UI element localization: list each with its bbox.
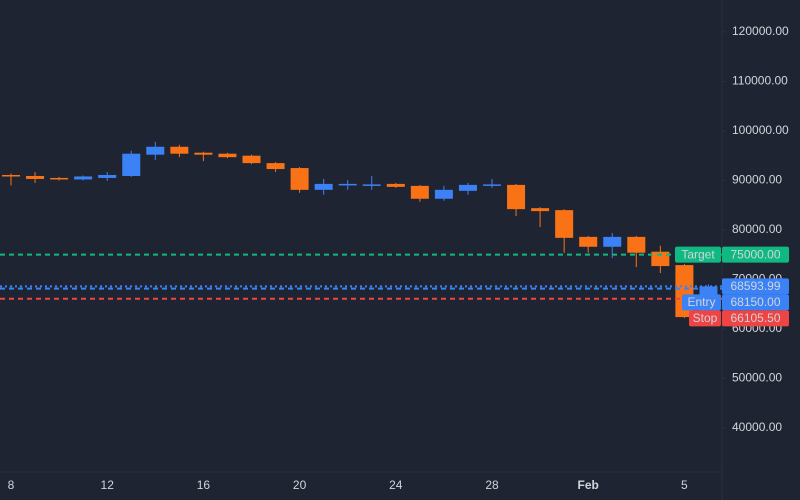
y-tick-label: 50000.00 (732, 371, 782, 385)
candle-body (458, 184, 477, 191)
candle-body (98, 174, 117, 178)
candle-body (314, 183, 333, 190)
x-tick-label: 8 (8, 478, 15, 492)
candle-body (122, 153, 141, 176)
level-name-label-box (682, 294, 721, 311)
level-name-label: Stop (693, 311, 718, 325)
candle-body (170, 146, 189, 154)
level-value-label-box (722, 246, 789, 263)
candle-body (50, 177, 69, 180)
level-name-label: Target (681, 247, 715, 261)
candle-body (26, 175, 45, 179)
candle-body (579, 236, 598, 247)
level-value-label-box (722, 310, 789, 327)
x-tick-label: 20 (293, 478, 307, 492)
x-tick-label: 16 (197, 478, 211, 492)
y-tick-label: 80000.00 (732, 222, 782, 236)
last-price-label-box (722, 278, 789, 295)
candle-body (266, 163, 285, 170)
level-name-label: Entry (687, 295, 715, 309)
level-name-label-box (675, 246, 721, 263)
y-tick-label: 110000.00 (732, 74, 788, 88)
candle-body (290, 168, 309, 190)
candle-body (651, 251, 670, 267)
candle-body (218, 153, 237, 158)
y-tick-label: 120000.00 (732, 24, 789, 38)
x-tick-label: 28 (485, 478, 499, 492)
candle-body (2, 174, 20, 177)
y-tick-label: 40000.00 (732, 420, 782, 434)
candle-body (242, 155, 261, 164)
candle-body (434, 189, 453, 199)
candle-body (362, 184, 381, 186)
candle-body (507, 184, 526, 210)
y-tick-label: 90000.00 (732, 173, 782, 187)
candle-body (627, 236, 646, 253)
candle-body (603, 236, 622, 247)
candle-body (555, 210, 574, 238)
last-price-label: 68593.99 (730, 279, 780, 293)
x-tick-label: 12 (101, 478, 115, 492)
x-tick-label: 24 (389, 478, 403, 492)
candle-body (410, 185, 429, 199)
level-name-label-box (689, 310, 721, 327)
candle-body (338, 183, 357, 186)
x-tick-label: 5 (681, 478, 688, 492)
level-value-label: 66105.50 (730, 311, 780, 325)
candle-body (386, 183, 405, 187)
candle-body (146, 146, 165, 155)
candle-body (531, 208, 550, 212)
level-value-label: 68150.00 (730, 295, 780, 309)
level-value-label-box (722, 294, 789, 311)
candle-body (74, 176, 93, 180)
candle-body (194, 152, 213, 155)
candle-body (483, 184, 501, 186)
level-value-label: 75000.00 (730, 247, 780, 261)
x-tick-label: Feb (578, 478, 599, 492)
y-tick-label: 100000.00 (732, 123, 789, 137)
